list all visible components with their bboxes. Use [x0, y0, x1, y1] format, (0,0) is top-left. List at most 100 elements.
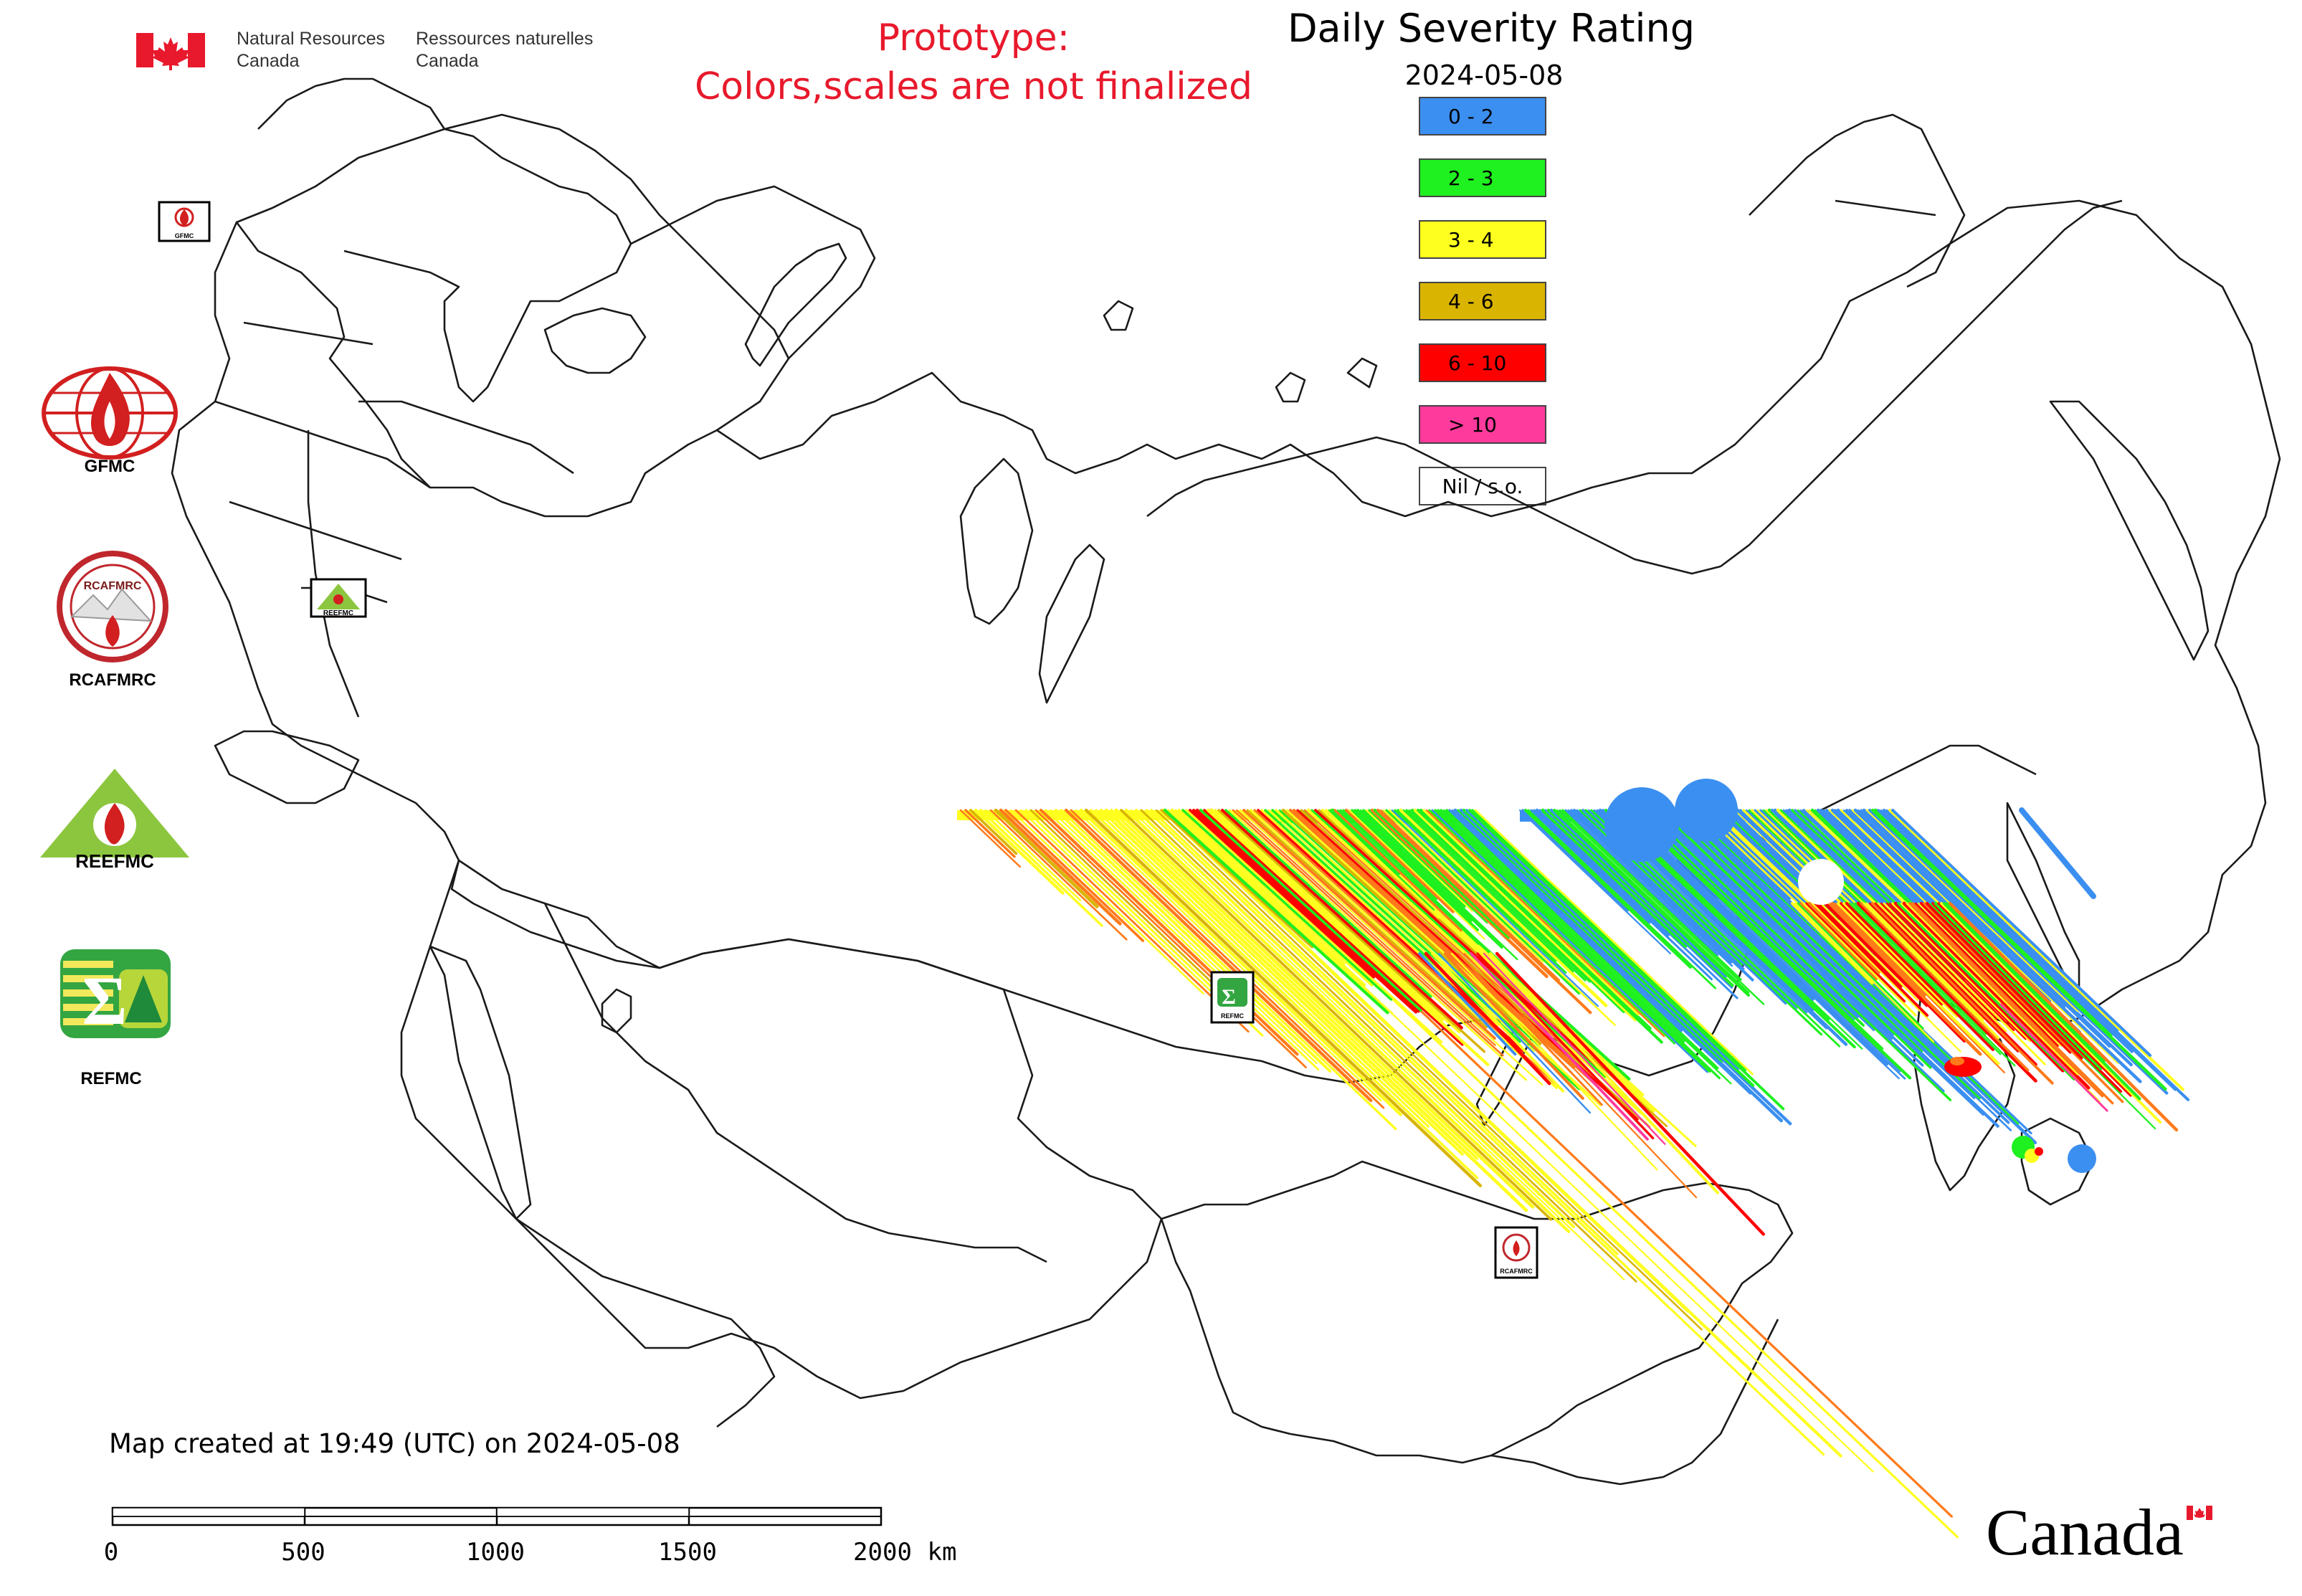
severity-streak: [1410, 808, 1626, 1014]
prototype-notice-line2: Colors,scales are not finalized: [695, 65, 1252, 108]
severity-streak: [1908, 902, 2104, 1098]
reefmc-wordmark: REEFMC: [75, 850, 154, 872]
legend-swatch: [1419, 158, 1546, 197]
severity-streak: [1541, 808, 1688, 949]
severity-streak: [1573, 809, 1754, 982]
severity-streak: [1664, 808, 1999, 1128]
severity-streak: [1413, 808, 1637, 1022]
severity-streak: [1627, 808, 1912, 1080]
severity-streak: [1883, 902, 2046, 1065]
severity-streak: [1474, 809, 1754, 1075]
severity-streak: [1902, 901, 2091, 1090]
severity-streak: [1130, 809, 1625, 1281]
severity-streak: [1437, 952, 1592, 1114]
map-date: 2024-05-08: [1405, 60, 1564, 91]
severity-streak: [1865, 902, 1984, 1021]
severity-streak: [1527, 809, 1716, 989]
severity-streak: [1871, 902, 2054, 1085]
severity-streak: [1885, 902, 2015, 1032]
severity-streak: [1518, 809, 1672, 955]
severity-streak: [1888, 902, 2027, 1040]
severity-streak: [1224, 809, 1432, 998]
yamal-peninsula: [959, 457, 1034, 625]
severity-streak: [999, 808, 1122, 926]
legend-swatch: [1419, 343, 1546, 382]
severity-streak: [1209, 808, 1444, 1022]
canada-wordmark-flag-icon: [2187, 1506, 2212, 1520]
severity-streak: [1825, 901, 1966, 1043]
severity-streak: [1868, 902, 2019, 1053]
severity-streak: [1434, 809, 1711, 1073]
severity-streak: [984, 809, 1082, 902]
severity-streak: [1523, 808, 1693, 969]
severity-streak: [1356, 809, 1503, 949]
severity-streak: [1848, 902, 2002, 1055]
severity-streak: [1100, 809, 1464, 1156]
severity-streak: [1050, 809, 1318, 1065]
severity-streak: [1495, 951, 1766, 1236]
severity-streak: [989, 809, 1128, 941]
severity-streak: [1814, 902, 1929, 1017]
scale-tick-0: 0: [104, 1538, 118, 1567]
severity-streak: [1576, 809, 1745, 970]
severity-streak: [1799, 902, 1878, 981]
severity-streak: [1937, 902, 2132, 1097]
severity-streak: [1570, 809, 1733, 964]
severity-streak: [1870, 808, 2167, 1091]
severity-streak: [1868, 808, 2169, 1095]
scale-tick-1500: 1500: [658, 1538, 717, 1567]
severity-streak: [1397, 809, 1557, 962]
severity-streak: [1195, 808, 1420, 1013]
severity-streak: [974, 808, 1065, 895]
severity-streak: [1880, 809, 2177, 1091]
legend-label: 3 - 4: [1448, 228, 1494, 252]
severity-streak: [1075, 809, 1382, 1102]
severity-streak: [1816, 901, 1903, 988]
severity-streak: [1636, 809, 1865, 1027]
rcafmrc-marker: RCAFMRC: [1494, 1226, 1538, 1279]
severity-streak: [1885, 809, 2119, 1032]
severity-streak: [1328, 809, 1435, 911]
severity-streak: [1853, 808, 2142, 1083]
severity-streak: [964, 809, 1016, 858]
rcafmrc-logo-label: RCAFMRC: [69, 670, 156, 690]
severity-streak: [1564, 809, 1719, 956]
hokkaido-island: [2020, 1117, 2095, 1206]
severity-streak: [1653, 809, 1924, 1067]
severity-streak: [1521, 809, 1630, 912]
severity-streak: [1405, 809, 1587, 982]
severity-streak: [1530, 809, 1651, 924]
severity-blob: [1675, 779, 1738, 842]
refmc-sigma-logo: Σ: [60, 949, 171, 1039]
severity-streak: [1228, 809, 1528, 1081]
severity-streak: [1014, 809, 1250, 1033]
severity-streak: [979, 809, 1103, 927]
severity-streak: [1079, 808, 1402, 1116]
severity-streak: [1399, 808, 1608, 1007]
severity-streak: [1893, 901, 2065, 1073]
severity-streak: [1064, 808, 1373, 1103]
severity-streak: [1445, 809, 1719, 1070]
severity-streak: [1616, 809, 1900, 1080]
severity-streak: [1114, 808, 1535, 1209]
severity-streak: [1325, 809, 1440, 918]
canada-wordmark-text: Canada: [1986, 1496, 2184, 1569]
legend-swatch: [1419, 405, 1546, 444]
agency-fr-line1: Ressources naturelles: [416, 29, 593, 49]
severity-streak: [1862, 808, 2133, 1067]
severity-blob: [2068, 1144, 2096, 1173]
reefmc-marker-label: REEFMC: [323, 609, 353, 617]
severity-streak: [1424, 951, 1551, 1086]
severity-streak: [1489, 952, 1719, 1194]
severity-streak: [1647, 809, 1945, 1093]
severity-streak: [1402, 809, 1574, 973]
legend-item: 2 - 3: [1419, 158, 1546, 197]
severity-streak: [1379, 809, 1560, 982]
rcafmrc-seal-logo: RCAFMRC: [57, 551, 168, 662]
severity-streak: [1376, 808, 1592, 1015]
scale-tick-1000: 1000: [466, 1538, 525, 1567]
severity-streak: [1999, 1002, 2109, 1113]
severity-streak: [1368, 809, 1488, 923]
map-created-text: Map created at 19:49 (UTC) on 2024-05-08: [109, 1428, 680, 1459]
severity-streak: [1459, 808, 1792, 1126]
